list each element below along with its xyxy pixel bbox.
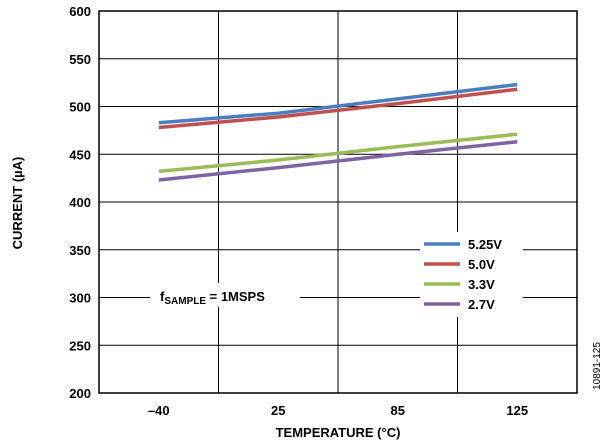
- x-tick-labels: –40 25 85 125: [148, 403, 528, 418]
- annotation-text: fSAMPLE = 1MSPS: [160, 289, 265, 307]
- legend-label: 5.0V: [468, 257, 495, 272]
- y-tick-label: 400: [69, 195, 91, 210]
- grid: [98, 10, 578, 394]
- y-tick-label: 200: [69, 386, 91, 401]
- series-line-2.7V: [158, 140, 518, 182]
- annotation-subscript: SAMPLE: [164, 296, 206, 307]
- legend-label: 5.25V: [468, 237, 502, 252]
- series-layer: [158, 82, 518, 182]
- y-tick-label: 350: [69, 243, 91, 258]
- y-tick-label: 500: [69, 100, 91, 115]
- x-tick-label: –40: [148, 403, 170, 418]
- y-tick-labels: 200 250 300 350 400 450 500 550 600: [69, 4, 91, 401]
- y-tick-label: 600: [69, 4, 91, 19]
- figure-id: 10891-125: [592, 342, 603, 390]
- y-tick-label: 250: [69, 338, 91, 353]
- annotation-suffix: = 1MSPS: [206, 289, 265, 304]
- x-axis-title: TEMPERATURE (°C): [276, 425, 401, 440]
- plot-frame: [98, 10, 578, 394]
- legend-label: 2.7V: [468, 297, 495, 312]
- y-tick-label: 550: [69, 52, 91, 67]
- x-tick-label: 25: [271, 403, 285, 418]
- y-tick-label: 450: [69, 147, 91, 162]
- y-tick-label: 300: [69, 291, 91, 306]
- annotation-box: [150, 283, 300, 307]
- annotation: fSAMPLE = 1MSPS: [150, 283, 300, 307]
- legend: 5.25V 5.0V 3.3V 2.7V: [420, 232, 523, 317]
- series-line-5.0V: [158, 87, 518, 130]
- annotation-prefix: f: [160, 289, 165, 304]
- legend-label: 3.3V: [468, 277, 495, 292]
- series-line-5.25V: [158, 82, 518, 125]
- series-line-3.3V: [158, 132, 518, 174]
- x-tick-label: 85: [391, 403, 405, 418]
- y-axis-title: CURRENT (µA): [10, 157, 25, 250]
- x-tick-label: 125: [506, 403, 528, 418]
